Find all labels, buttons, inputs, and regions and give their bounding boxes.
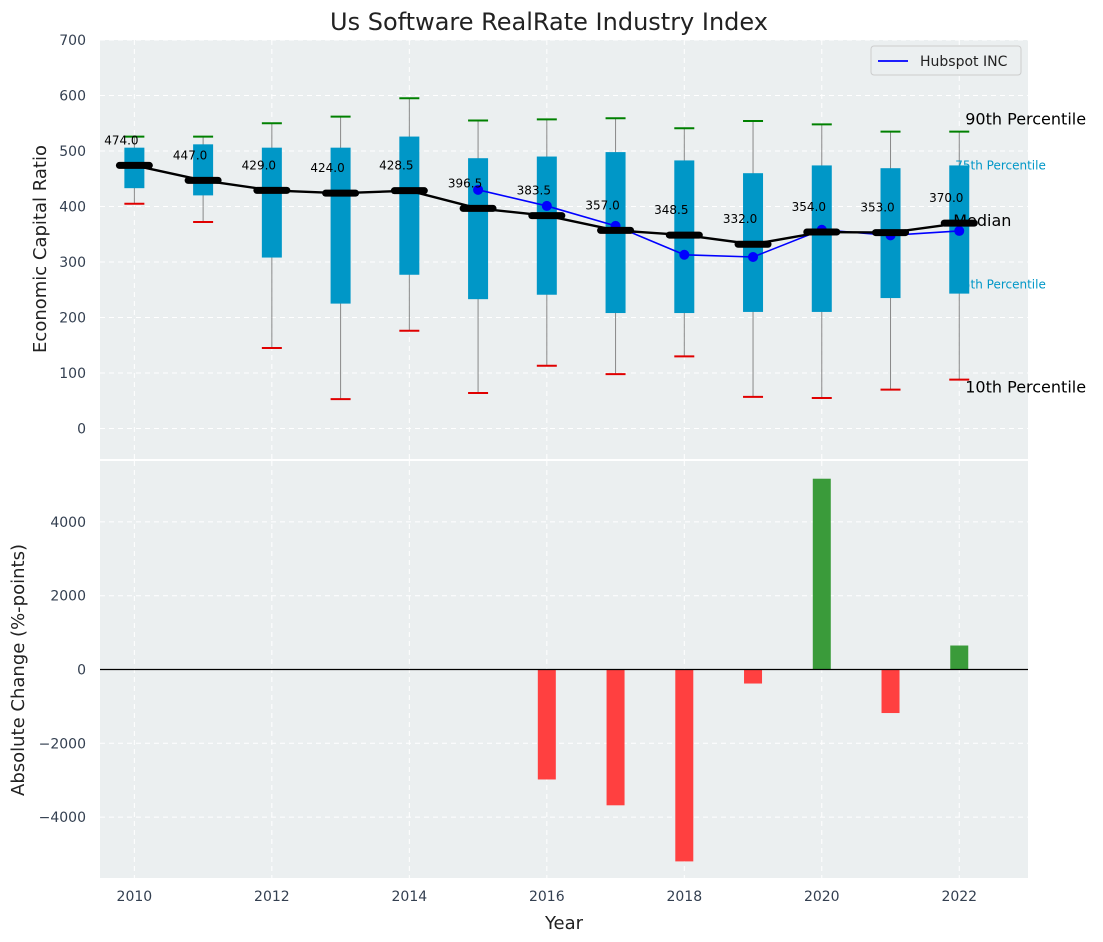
bottom-panel: −4000 −2000 0 2000 4000 2010 2012 2014 2016 2018 2…: [39, 461, 1028, 905]
median-value-label: 348.5: [654, 203, 688, 217]
box: [468, 158, 489, 300]
top-y-tick-label: 300: [59, 255, 86, 271]
top-panel: 0 100 200 300 400 500 600 700 474.0 447.0 429.0 424…: [59, 33, 1086, 459]
change-bar: [950, 645, 969, 670]
bottom-y-tick-label: −4000: [39, 810, 86, 826]
x-tick-label: 2010: [117, 889, 153, 905]
median-value-label: 429.0: [242, 158, 276, 172]
bottom-y-tick-label: 2000: [50, 589, 86, 605]
change-bar: [812, 478, 831, 670]
x-tick-label: 2014: [392, 889, 428, 905]
x-tick-label: 2012: [254, 889, 290, 905]
x-tick-label: 2022: [941, 889, 977, 905]
legend: Hubspot INC: [870, 45, 1022, 76]
box: [261, 147, 282, 258]
company-point: [473, 184, 484, 195]
box: [536, 156, 557, 295]
median-value-label: 447.0: [173, 148, 207, 162]
top-y-tick-label: 600: [59, 88, 86, 104]
top-y-tick-label: 0: [77, 421, 86, 437]
bottom-y-tick-label: 0: [77, 663, 86, 679]
change-bar: [606, 669, 625, 806]
x-tick-label: 2016: [529, 889, 565, 905]
annotation-p75: 75th Percentile: [955, 158, 1046, 172]
median-value-label: 428.5: [379, 159, 413, 173]
bottom-y-tick-label: 4000: [50, 515, 86, 531]
bottom-y-axis-label: Absolute Change (%-points): [8, 544, 29, 796]
change-bar: [675, 669, 694, 862]
company-point: [954, 225, 965, 236]
top-y-axis-label: Economic Capital Ratio: [30, 145, 51, 353]
median-value-label: 396.5: [448, 176, 482, 190]
annotation-p90: 90th Percentile: [965, 110, 1086, 129]
change-bar: [744, 669, 763, 684]
legend-box: [870, 45, 1022, 76]
chart-title: Us Software RealRate Industry Index: [330, 8, 768, 36]
x-axis-label: Year: [544, 913, 584, 934]
change-bar: [537, 669, 556, 780]
x-tick-label: 2018: [666, 889, 702, 905]
annotation-p25: 25th Percentile: [955, 278, 1046, 292]
bottom-y-tick-label: −2000: [39, 736, 86, 752]
median-value-label: 357.0: [585, 198, 619, 212]
median-value-label: 370.0: [929, 191, 963, 205]
median-value-label: 424.0: [310, 161, 344, 175]
box: [330, 147, 351, 304]
change-bar: [881, 669, 900, 714]
box: [399, 136, 420, 275]
top-y-tick-label: 500: [59, 144, 86, 160]
top-y-tick-label: 700: [59, 33, 86, 49]
company-point: [748, 251, 759, 262]
legend-entry-label: Hubspot INC: [920, 54, 1008, 70]
top-y-tick-label: 200: [59, 310, 86, 326]
median-value-label: 383.5: [517, 184, 551, 198]
annotation-median: Median: [953, 211, 1011, 230]
box: [811, 165, 832, 312]
top-plot-area: [100, 40, 1028, 459]
company-point: [679, 249, 690, 260]
top-y-tick-label: 100: [59, 366, 86, 382]
x-tick-label: 2020: [804, 889, 840, 905]
median-value-label: 332.0: [723, 212, 757, 226]
top-y-tick-label: 400: [59, 199, 86, 215]
annotation-p10: 10th Percentile: [965, 378, 1086, 397]
median-value-label: 353.0: [860, 201, 894, 215]
company-point: [541, 200, 552, 211]
median-value-label: 474.0: [104, 133, 138, 147]
median-value-label: 354.0: [792, 200, 826, 214]
